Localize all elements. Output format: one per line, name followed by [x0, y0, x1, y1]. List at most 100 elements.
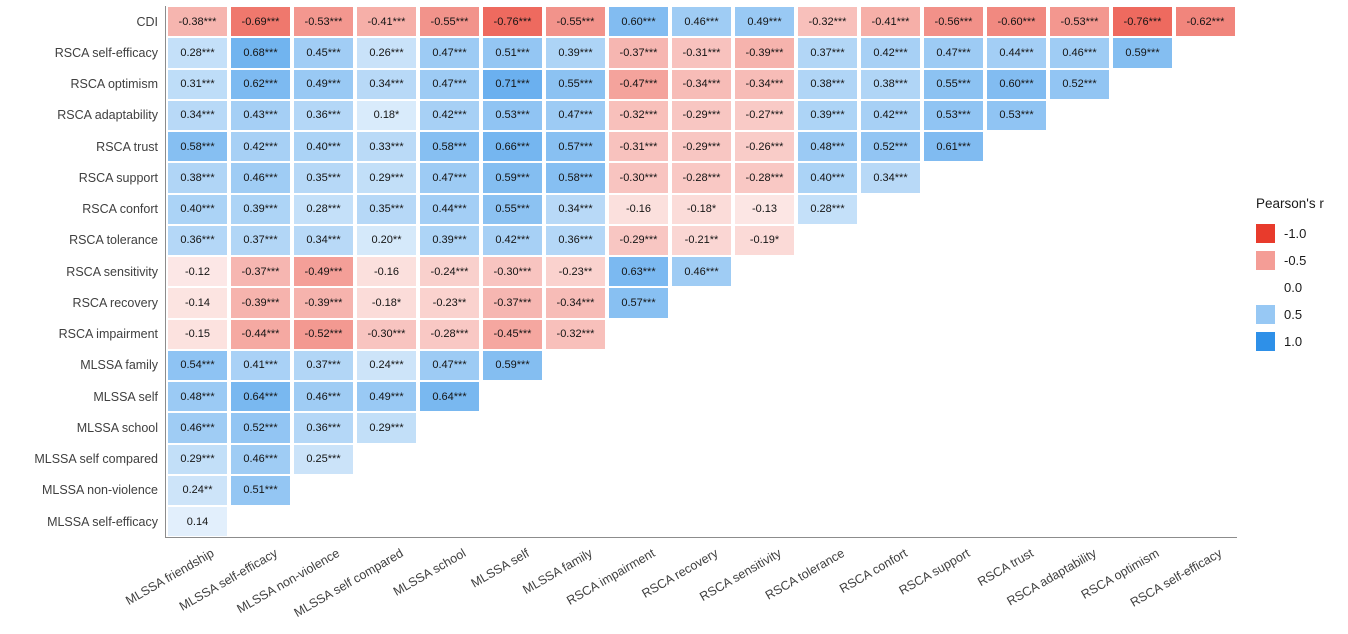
heatmap-cell: 0.48*** [168, 382, 227, 412]
heatmap-cell: -0.69*** [231, 7, 290, 37]
legend-swatch [1256, 251, 1275, 270]
heatmap-cell: 0.34*** [168, 100, 227, 130]
legend-title: Pearson's r [1256, 196, 1324, 211]
heatmap-cell: 0.55*** [483, 194, 542, 224]
heatmap-cell: 0.42*** [861, 100, 920, 130]
heatmap-cell: 0.51*** [483, 38, 542, 68]
heatmap-cell: 0.26*** [357, 38, 416, 68]
heatmap-cell: 0.46*** [672, 7, 731, 37]
heatmap-cell: 0.36*** [294, 100, 353, 130]
heatmap-cell: -0.52*** [294, 319, 353, 349]
heatmap-cell: 0.47*** [546, 100, 605, 130]
heatmap-cell: 0.46*** [294, 382, 353, 412]
heatmap-cell: 0.71*** [483, 69, 542, 99]
row-label: RSCA impairment [58, 327, 158, 342]
heatmap-cell: -0.34*** [672, 69, 731, 99]
heatmap-cell: 0.40*** [168, 194, 227, 224]
heatmap-cell: 0.14 [168, 507, 227, 537]
heatmap-cell: -0.37*** [609, 38, 668, 68]
heatmap-cell: 0.31*** [168, 69, 227, 99]
heatmap-cell: -0.18* [357, 288, 416, 318]
heatmap-cell: -0.29*** [609, 225, 668, 255]
legend-item: 0.0 [1256, 274, 1324, 301]
heatmap-cell: 0.36*** [546, 225, 605, 255]
heatmap-cell: 0.58*** [168, 132, 227, 162]
heatmap-cell: 0.62*** [231, 69, 290, 99]
heatmap-cell: 0.40*** [798, 163, 857, 193]
heatmap-cell: 0.34*** [546, 194, 605, 224]
legend-item: 1.0 [1256, 328, 1324, 355]
heatmap-cell: -0.55*** [420, 7, 479, 37]
row-label: CDI [136, 14, 158, 29]
heatmap-cell: -0.41*** [861, 7, 920, 37]
heatmap-cell: -0.32*** [798, 7, 857, 37]
heatmap-cell: 0.54*** [168, 350, 227, 380]
heatmap-cell: 0.18* [357, 100, 416, 130]
heatmap-cell: 0.34*** [357, 69, 416, 99]
heatmap-cell: 0.35*** [357, 194, 416, 224]
heatmap-cell: 0.45*** [294, 38, 353, 68]
row-label: RSCA sensitivity [66, 264, 158, 279]
heatmap-cell: -0.30*** [357, 319, 416, 349]
heatmap-cell: -0.37*** [231, 257, 290, 287]
heatmap-cell: -0.32*** [609, 100, 668, 130]
heatmap-cell: 0.48*** [798, 132, 857, 162]
heatmap-cell: -0.34*** [735, 69, 794, 99]
heatmap-cell: -0.29*** [672, 100, 731, 130]
heatmap-cell: 0.39*** [546, 38, 605, 68]
x-axis-line [165, 537, 1237, 539]
heatmap-cell: 0.58*** [546, 163, 605, 193]
legend-swatch [1256, 278, 1275, 297]
heatmap-cell: 0.47*** [420, 69, 479, 99]
heatmap-cell: -0.23** [420, 288, 479, 318]
row-label: MLSSA family [80, 358, 158, 373]
heatmap-cell: 0.49*** [294, 69, 353, 99]
heatmap-cell: -0.62*** [1176, 7, 1235, 37]
heatmap-cell: -0.19* [735, 225, 794, 255]
legend-swatch [1256, 224, 1275, 243]
legend-items: -1.0 -0.5 0.0 0.5 1.0 [1256, 220, 1324, 355]
heatmap-cell: 0.44*** [420, 194, 479, 224]
legend-label: 0.5 [1284, 307, 1303, 322]
heatmap-cell: 0.39*** [231, 194, 290, 224]
heatmap-cell: 0.39*** [420, 225, 479, 255]
heatmap-cell: -0.28*** [735, 163, 794, 193]
heatmap-cell: -0.76*** [1113, 7, 1172, 37]
heatmap-cell: 0.63*** [609, 257, 668, 287]
heatmap-cell: 0.57*** [546, 132, 605, 162]
row-label: MLSSA school [76, 420, 158, 435]
heatmap-cell: -0.47*** [609, 69, 668, 99]
heatmap-cell: 0.51*** [231, 475, 290, 505]
legend-swatch [1256, 332, 1275, 351]
heatmap-cell: 0.42*** [231, 132, 290, 162]
row-label: RSCA self-efficacy [54, 45, 158, 60]
heatmap-cell: 0.52*** [1050, 69, 1109, 99]
heatmap-cell: -0.16 [609, 194, 668, 224]
heatmap-cell: 0.36*** [168, 225, 227, 255]
heatmap-cell: -0.26*** [735, 132, 794, 162]
heatmap-cell: 0.68*** [231, 38, 290, 68]
column-label: MLSSA non-violence [235, 546, 343, 617]
heatmap-cell: 0.33*** [357, 132, 416, 162]
heatmap-cell: 0.37*** [294, 350, 353, 380]
heatmap-cell: 0.29*** [168, 444, 227, 474]
heatmap-cell: -0.45*** [483, 319, 542, 349]
heatmap-cell: 0.35*** [294, 163, 353, 193]
heatmap-cell: 0.29*** [357, 163, 416, 193]
heatmap-cell: 0.52*** [231, 413, 290, 443]
heatmap-cell: -0.53*** [294, 7, 353, 37]
heatmap-cell: -0.31*** [672, 38, 731, 68]
heatmap-cell: 0.47*** [420, 350, 479, 380]
legend-label: 0.0 [1284, 280, 1303, 295]
heatmap-cell: 0.46*** [231, 163, 290, 193]
heatmap-cell: -0.53*** [1050, 7, 1109, 37]
heatmap-cell: -0.76*** [483, 7, 542, 37]
heatmap-cell: 0.47*** [420, 163, 479, 193]
heatmap-cell: 0.66*** [483, 132, 542, 162]
heatmap-cell: -0.49*** [294, 257, 353, 287]
heatmap-cell: -0.13 [735, 194, 794, 224]
heatmap-cell: -0.24*** [420, 257, 479, 287]
heatmap-cell: -0.44*** [231, 319, 290, 349]
row-label: RSCA adaptability [57, 108, 158, 123]
